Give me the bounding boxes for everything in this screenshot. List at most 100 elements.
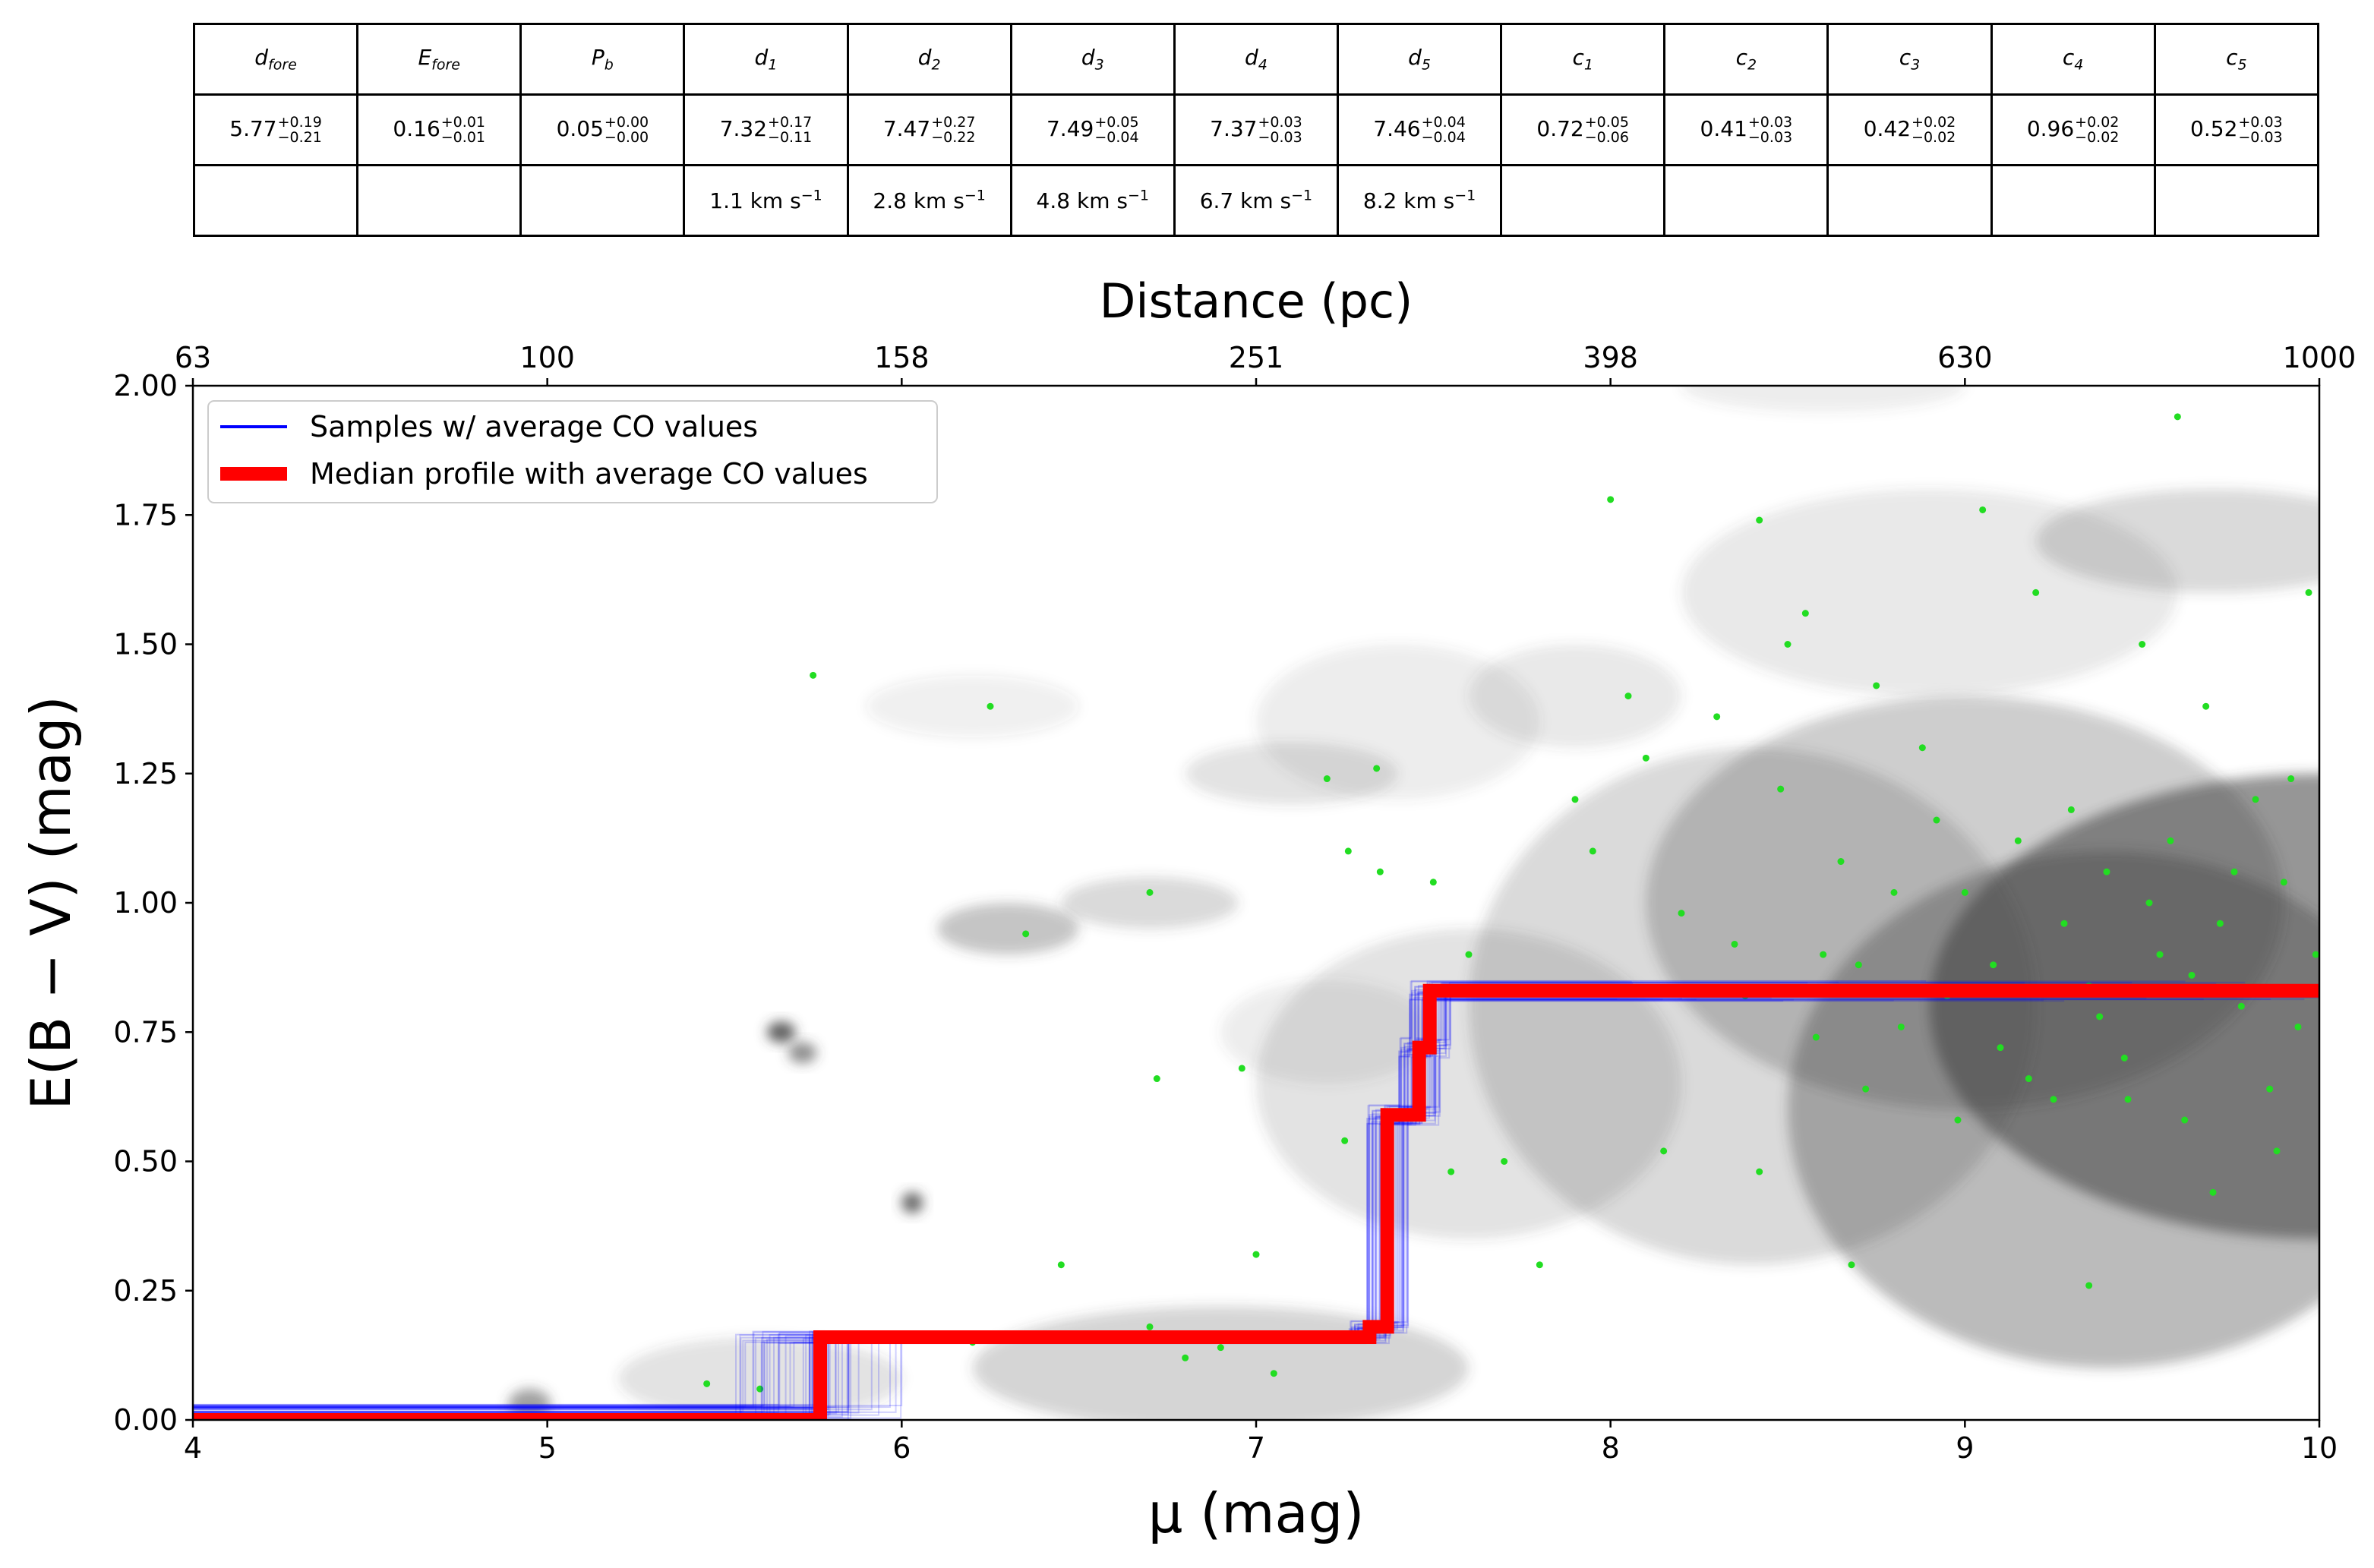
star-point [2273, 1147, 2281, 1155]
star-point [1862, 1085, 1870, 1093]
value-main: 0.41 [1700, 116, 1747, 141]
sample-profile-line [193, 999, 2271, 1408]
star-point [2181, 1116, 2189, 1124]
velocity-unit-exponent: −1 [1127, 187, 1149, 204]
star-point [2096, 1013, 2104, 1021]
header-symbol: d [917, 45, 932, 71]
star-point [810, 671, 817, 679]
velocity-text: 1.1 km s [709, 188, 801, 214]
table-header-cell: Efore [356, 23, 522, 96]
table-velocity-cell [1990, 164, 2156, 237]
header-symbol: c [2226, 45, 2238, 71]
star-point [1873, 682, 1880, 689]
density-blob [1469, 644, 1681, 748]
star-point [1153, 1075, 1160, 1083]
value-minus-error: −0.02 [1912, 129, 1956, 146]
y-tick-label: 0.50 [113, 1145, 178, 1178]
value-plus-error: +0.03 [1258, 114, 1302, 131]
star-point [2280, 879, 2287, 886]
table-header-cell: c2 [1663, 23, 1829, 96]
value-main: 0.42 [1863, 116, 1912, 141]
star-point [1961, 888, 1968, 896]
extinction-chart: 4 5 6 7 8 9 10 0.00 0.25 0.50 0.75 1.00 1.25 1.50 1.75… [19, 273, 2356, 1545]
value-main: 5.77 [229, 116, 277, 141]
star-point [2139, 641, 2146, 648]
value-with-errors: 7.47 +0.27 −0.22 [882, 114, 976, 145]
table-value-cell: 0.05 +0.00 −0.00 [519, 93, 686, 166]
sample-profile-line [193, 980, 1632, 1408]
value-with-errors: 7.49 +0.05 −0.04 [1047, 115, 1139, 145]
sample-profile-line [193, 981, 2132, 1409]
star-point [1182, 1354, 1189, 1361]
sample-profile-line [193, 983, 1634, 1410]
table-value-cell: 7.37 +0.03 −0.03 [1173, 93, 1339, 166]
table-velocity-cell: 8.2 km s−1 [1336, 164, 1503, 237]
velocity-unit-exponent: −1 [1454, 187, 1476, 204]
table-header-cell: d5 [1336, 23, 1503, 96]
value-main: 7.47 [882, 116, 931, 141]
table-value-cell: 0.42 +0.02 −0.02 [1826, 93, 1993, 166]
star-point [1057, 1261, 1065, 1269]
value-plus-error: +0.03 [2238, 114, 2283, 131]
table-header-cell: d2 [846, 23, 1012, 96]
star-point [2202, 702, 2210, 710]
star-point [1918, 744, 1926, 752]
star-point [1607, 496, 1615, 503]
table-velocity-cell: 4.8 km s−1 [1009, 164, 1176, 237]
density-blob [788, 1042, 817, 1064]
sample-profile-line [193, 993, 2066, 1415]
header-symbol: d [1408, 45, 1422, 71]
sample-profile-line [193, 991, 2008, 1419]
star-point [2145, 899, 2153, 907]
table-header-cell: c3 [1826, 23, 1993, 96]
velocity-unit-exponent: −1 [964, 187, 986, 204]
value-with-errors: 0.05 +0.00 −0.00 [557, 115, 649, 145]
value-main: 7.37 [1210, 116, 1258, 141]
table-velocity-cell [192, 164, 359, 237]
header-subscript: 3 [1911, 56, 1921, 74]
value-plus-error: +0.27 [931, 114, 976, 131]
star-point [2120, 1054, 2128, 1062]
sample-profile-line [193, 993, 1660, 1416]
star-point [1890, 888, 1898, 896]
star-point [2025, 1075, 2032, 1083]
value-errors: +0.01 −0.01 [441, 115, 485, 145]
header-subscript: 5 [2237, 56, 2247, 74]
value-minus-error: −0.22 [931, 129, 976, 146]
star-point [1536, 1261, 1543, 1269]
legend: Samples w/ average CO values Median prof… [207, 400, 938, 503]
table-velocity-cell [519, 164, 686, 237]
table-velocity-cell: 2.8 km s−1 [846, 164, 1012, 237]
top-x-tick-label: 63 [175, 341, 211, 374]
value-plus-error: +0.02 [2075, 114, 2120, 131]
header-subscript: 5 [1421, 56, 1431, 74]
star-point [1146, 1323, 1154, 1330]
star-point [1344, 847, 1352, 855]
sample-profile-line [193, 999, 1794, 1408]
header-subscript: 2 [1747, 56, 1757, 74]
x-tick-label: 10 [2301, 1431, 2338, 1465]
velocity-unit-exponent: −1 [800, 187, 822, 204]
table-value-cell: 0.52 +0.03 −0.03 [2153, 93, 2320, 166]
velocity-text: 8.2 km s [1362, 188, 1455, 214]
star-point [703, 1380, 711, 1387]
value-main: 7.32 [719, 116, 768, 141]
table-value-cell: 7.32 +0.17 −0.11 [683, 93, 849, 166]
value-plus-error: +0.04 [1421, 114, 1466, 131]
header-symbol: P [591, 45, 605, 71]
star-point [1820, 951, 1827, 958]
sample-profile-line [193, 988, 2039, 1418]
header-symbol: c [2062, 45, 2075, 71]
star-point [2124, 1096, 2132, 1103]
star-point [1933, 816, 1940, 824]
sample-profile-line [193, 985, 2226, 1414]
velocity-value: 2.8 km s−1 [873, 188, 985, 213]
table-header-row: dfore Efore Pb d1 d2 d3 d4 d5 c1 c2 c3 c4 c5 [192, 23, 2320, 96]
x-tick-label: 7 [1247, 1431, 1265, 1465]
value-main: 0.72 [1536, 116, 1584, 141]
top-x-tick-label: 158 [874, 341, 930, 374]
value-minus-error: −0.02 [2075, 129, 2120, 146]
value-errors: +0.00 −0.00 [605, 115, 649, 145]
y-axis-label: E(B − V) (mag) [19, 696, 83, 1109]
star-point [1837, 858, 1845, 866]
